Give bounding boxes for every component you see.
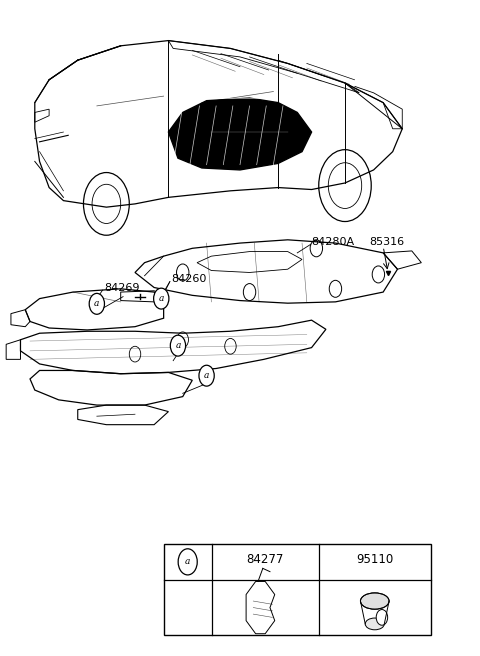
Text: 84277: 84277 — [247, 553, 284, 565]
Ellipse shape — [360, 593, 389, 609]
Ellipse shape — [365, 618, 384, 630]
Circle shape — [178, 549, 197, 575]
Text: 85316: 85316 — [369, 237, 404, 247]
Text: 84280A: 84280A — [312, 237, 355, 247]
Circle shape — [199, 365, 214, 386]
Text: a: a — [185, 558, 191, 566]
Bar — [164, 544, 431, 635]
Text: a: a — [175, 341, 180, 350]
Text: 84269: 84269 — [104, 283, 140, 293]
Circle shape — [89, 293, 105, 314]
Circle shape — [170, 335, 186, 356]
Text: 95110: 95110 — [356, 553, 394, 565]
Text: a: a — [158, 294, 164, 303]
Text: 84260: 84260 — [171, 274, 206, 284]
Text: a: a — [204, 371, 209, 380]
Text: a: a — [94, 299, 99, 308]
Polygon shape — [168, 98, 312, 170]
Circle shape — [154, 288, 169, 309]
Circle shape — [376, 609, 388, 625]
